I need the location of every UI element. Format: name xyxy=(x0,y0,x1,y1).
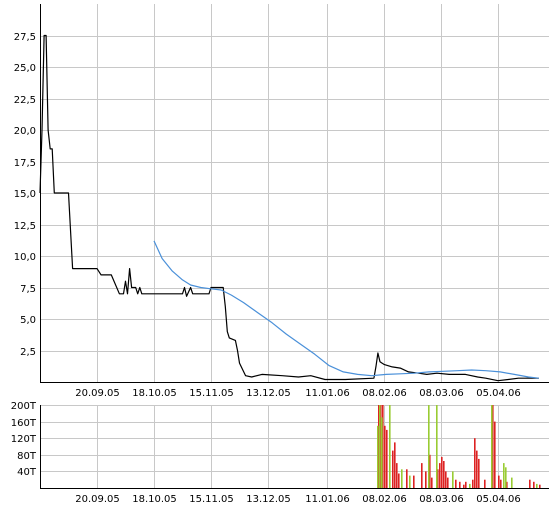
volume-bar xyxy=(394,442,396,488)
volume-bar xyxy=(389,405,391,488)
volume-x-tick-label: 08.03.06 xyxy=(419,494,464,505)
volume-bar xyxy=(429,454,431,488)
volume-x-tick-label: 15.11.05 xyxy=(189,494,234,505)
volume-bar xyxy=(379,405,381,488)
volume-x-tick-label: 05.04.06 xyxy=(476,494,521,505)
price-y-tick-label: 20,0 xyxy=(14,126,36,137)
volume-bar xyxy=(437,469,439,488)
price-x-tick-label: 08.03.06 xyxy=(419,388,464,399)
price-x-tick-label: 05.04.06 xyxy=(476,388,521,399)
volume-bar xyxy=(409,475,411,488)
volume-y-tick-label: 200T xyxy=(11,401,37,412)
volume-bar xyxy=(382,405,384,488)
volume-bar xyxy=(413,475,415,488)
volume-bar xyxy=(406,469,408,488)
volume-y-tick-label: 40T xyxy=(17,467,37,478)
volume-bar xyxy=(476,450,478,488)
volume-x-tick-label: 18.10.05 xyxy=(132,494,177,505)
volume-bar xyxy=(380,405,382,488)
volume-bar xyxy=(386,429,388,488)
volume-bar xyxy=(503,463,505,488)
volume-bar xyxy=(539,484,541,488)
volume-bar xyxy=(398,473,400,488)
price-y-tick-label: 10,0 xyxy=(14,252,36,263)
volume-bar xyxy=(396,463,398,488)
volume-bar xyxy=(447,477,449,488)
volume-x-tick-label: 08.02.06 xyxy=(362,494,407,505)
price-x-tick-label: 11.01.06 xyxy=(305,388,350,399)
volume-bar xyxy=(494,421,496,488)
price-y-tick-label: 17,5 xyxy=(14,158,36,169)
price-y-tick-label: 5,0 xyxy=(20,315,36,326)
price-y-tick-label: 27,5 xyxy=(14,32,36,43)
volume-y-tick-label: 80T xyxy=(17,451,37,462)
volume-bar xyxy=(478,458,480,488)
price-series-line-1 xyxy=(153,240,539,379)
volume-bar xyxy=(378,405,380,488)
volume-bar xyxy=(455,479,457,488)
volume-y-tick-label: 120T xyxy=(11,434,37,445)
volume-bar xyxy=(441,456,443,488)
volume-bar xyxy=(506,481,508,488)
volume-bar xyxy=(431,477,433,488)
volume-bar xyxy=(533,481,535,488)
volume-bar xyxy=(421,463,423,488)
volume-bar xyxy=(459,481,461,488)
volume-bar xyxy=(491,405,493,488)
volume-bar xyxy=(498,475,500,488)
volume-bar xyxy=(465,481,467,488)
volume-panel: 40T 80T 120T 160T 200T 20.09.05 18.10.05 15.11.… xyxy=(11,401,549,505)
volume-bar xyxy=(425,471,427,488)
volume-bar xyxy=(484,479,486,488)
volume-bar xyxy=(436,405,438,488)
volume-bar xyxy=(472,479,474,488)
volume-bar xyxy=(384,425,386,489)
volume-bar xyxy=(511,477,513,488)
volume-bar xyxy=(463,484,465,488)
price-x-tick-label: 08.02.06 xyxy=(362,388,407,399)
price-y-tick-label: 7,5 xyxy=(20,284,36,295)
volume-bar xyxy=(401,469,403,488)
price-y-tick-label: 12,5 xyxy=(14,221,36,232)
price-x-tick-label: 15.11.05 xyxy=(189,388,234,399)
volume-x-tick-label: 11.01.06 xyxy=(305,494,350,505)
volume-bar xyxy=(439,463,441,488)
volume-plot-area xyxy=(40,405,549,488)
price-y-tick-label: 22,5 xyxy=(14,95,36,106)
volume-bar xyxy=(452,471,454,488)
volume-bar xyxy=(529,479,531,488)
volume-bar xyxy=(469,483,471,488)
volume-bar xyxy=(536,483,538,488)
volume-bar xyxy=(381,417,383,488)
volume-x-tick-label: 20.09.05 xyxy=(75,494,120,505)
price-panel: 2,5 5,0 7,5 10,0 12,5 15,0 17,5 20,0 22,5 25,0 27,… xyxy=(14,4,549,399)
price-x-tick-label: 13.12.05 xyxy=(246,388,291,399)
volume-bar xyxy=(377,425,379,489)
volume-bar xyxy=(500,479,502,488)
volume-bar xyxy=(474,438,476,488)
price-x-tick-label: 18.10.05 xyxy=(132,388,177,399)
volume-bar xyxy=(445,471,447,488)
volume-y-tick-label: 160T xyxy=(11,418,37,429)
volume-bar xyxy=(505,467,507,489)
volume-bar xyxy=(392,450,394,488)
volume-bar xyxy=(428,405,430,488)
volume-bar xyxy=(443,461,445,488)
price-y-tick-label: 15,0 xyxy=(14,189,36,200)
price-y-tick-label: 25,0 xyxy=(14,63,36,74)
volume-bar xyxy=(492,405,494,488)
price-y-tick-label: 2,5 xyxy=(20,347,36,358)
price-x-tick-label: 20.09.05 xyxy=(75,388,120,399)
volume-x-tick-label: 13.12.05 xyxy=(246,494,291,505)
